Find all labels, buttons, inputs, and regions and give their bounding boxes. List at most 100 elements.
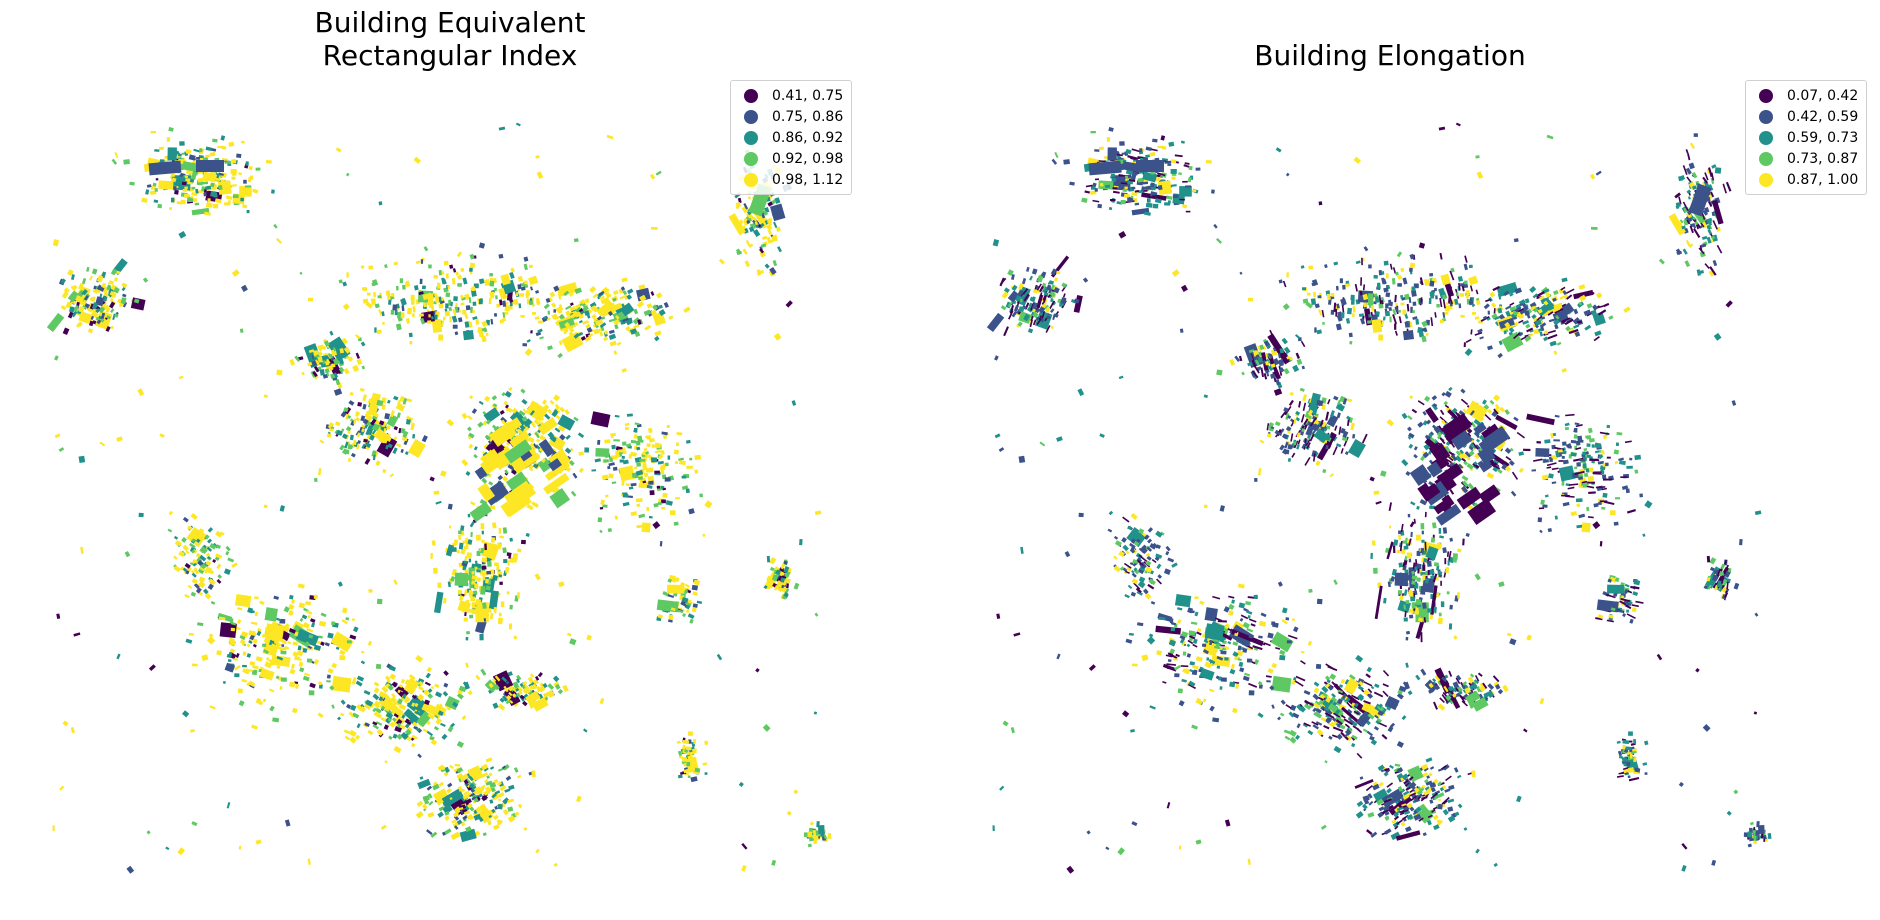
building-footprint xyxy=(1682,201,1689,212)
building-footprint xyxy=(451,819,457,824)
building-footprint xyxy=(452,268,457,273)
building-footprint xyxy=(284,657,289,661)
building-footprint xyxy=(1439,409,1445,416)
building-footprint xyxy=(633,434,638,439)
building-footprint xyxy=(1515,313,1520,318)
building-footprint xyxy=(502,809,509,816)
building-footprint xyxy=(159,433,165,438)
building-footprint xyxy=(338,279,343,284)
building-footprint xyxy=(460,267,465,272)
building-footprint xyxy=(361,443,366,449)
building-footprint xyxy=(1057,298,1062,304)
building-footprint xyxy=(167,528,173,533)
building-footprint xyxy=(546,317,551,321)
building-footprint xyxy=(554,427,561,433)
building-footprint xyxy=(773,572,780,580)
building-footprint xyxy=(704,740,709,746)
building-footprint xyxy=(1675,202,1681,208)
building-footprint xyxy=(235,627,241,630)
building-footprint xyxy=(205,185,212,190)
building-footprint xyxy=(296,650,304,657)
building-footprint xyxy=(1543,300,1549,306)
building-footprint xyxy=(484,279,491,287)
building-footprint xyxy=(229,639,236,646)
building-footprint xyxy=(1160,179,1165,182)
building-footprint xyxy=(1157,180,1172,195)
building-footprint xyxy=(693,738,697,744)
building-footprint xyxy=(447,725,454,733)
building-footprint xyxy=(1383,260,1389,266)
building-footprint xyxy=(1584,485,1595,489)
building-footprint xyxy=(549,399,555,405)
building-footprint xyxy=(271,638,279,643)
building-footprint xyxy=(1554,324,1559,330)
building-footprint xyxy=(78,306,85,313)
building-footprint xyxy=(413,439,419,445)
building-footprint xyxy=(343,367,350,375)
building-footprint xyxy=(498,574,503,578)
building-footprint xyxy=(1562,459,1569,465)
building-footprint xyxy=(395,285,399,291)
building-footprint xyxy=(114,313,119,318)
legend-label: 0.98, 1.12 xyxy=(772,171,844,188)
building-footprint xyxy=(373,702,381,709)
building-footprint xyxy=(489,272,494,277)
building-footprint xyxy=(497,792,505,798)
building-footprint xyxy=(215,544,221,550)
building-footprint xyxy=(1419,277,1424,286)
building-footprint xyxy=(318,620,327,627)
building-footprint xyxy=(467,426,472,432)
building-footprint xyxy=(1463,460,1469,466)
building-footprint xyxy=(762,209,769,216)
building-footprint xyxy=(1335,443,1342,448)
building-footprint xyxy=(469,253,475,260)
building-footprint xyxy=(1614,497,1621,500)
building-footprint xyxy=(216,578,222,584)
building-footprint xyxy=(201,186,206,192)
building-footprint xyxy=(508,691,513,697)
building-footprint xyxy=(766,555,771,563)
building-footprint xyxy=(1685,215,1693,223)
building-footprint xyxy=(533,679,539,684)
building-footprint xyxy=(353,626,359,633)
building-footprint xyxy=(317,681,323,686)
building-footprint xyxy=(107,280,112,285)
building-footprint xyxy=(468,792,475,798)
building-footprint xyxy=(464,293,471,301)
building-footprint xyxy=(1352,433,1356,439)
building-footprint xyxy=(1046,284,1052,291)
building-footprint xyxy=(563,330,567,335)
building-footprint xyxy=(480,588,486,595)
building-footprint xyxy=(391,292,395,297)
building-footprint xyxy=(1370,305,1375,312)
building-footprint xyxy=(514,298,519,306)
building-footprint xyxy=(1314,303,1320,309)
building-footprint xyxy=(1678,196,1682,205)
building-footprint xyxy=(608,462,615,467)
building-footprint xyxy=(581,305,589,313)
building-footprint xyxy=(360,415,366,422)
building-footprint xyxy=(688,731,693,736)
building-footprint xyxy=(607,310,614,317)
building-footprint xyxy=(1477,328,1483,334)
building-footprint xyxy=(652,304,659,311)
building-footprint xyxy=(310,618,316,623)
building-footprint xyxy=(249,669,253,673)
building-footprint xyxy=(599,322,607,329)
building-footprint xyxy=(621,455,626,460)
building-footprint xyxy=(498,527,502,534)
building-footprint xyxy=(78,455,86,464)
building-footprint xyxy=(433,591,444,614)
building-footprint xyxy=(445,292,451,298)
building-footprint xyxy=(444,310,451,317)
building-footprint xyxy=(210,182,215,188)
building-footprint xyxy=(1038,315,1043,321)
building-footprint xyxy=(1164,160,1172,164)
building-footprint xyxy=(1400,302,1405,306)
building-footprint xyxy=(594,324,600,329)
building-footprint xyxy=(1416,577,1421,583)
building-footprint xyxy=(458,317,463,323)
building-footprint xyxy=(488,814,492,818)
building-footprint xyxy=(1546,462,1557,467)
legend-label: 0.86, 0.92 xyxy=(772,129,844,146)
